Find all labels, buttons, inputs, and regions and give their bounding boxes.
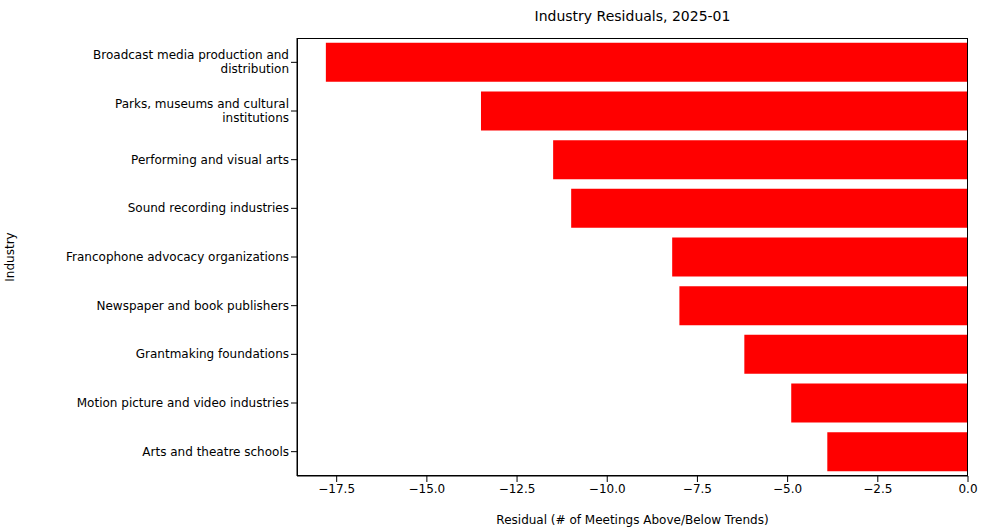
svg-text:Industry: Industry: [8, 232, 17, 281]
html-text:Industry Residuals, 2025-01: Industry Residuals, 2025-01: [534, 8, 731, 24]
svg-text:Motion picture and video indus: Motion picture and video industries: [77, 396, 289, 410]
svg-text:−15.0: −15.0: [408, 482, 445, 496]
svg-text:distribution: distribution: [221, 62, 289, 76]
svg-text:Residual (# of Meetings Above/: Residual (# of Meetings Above/Below Tren…: [496, 513, 768, 527]
svg-text:−10.0: −10.0: [589, 482, 626, 496]
svg-text:Performing and visual arts: Performing and visual arts: [131, 153, 289, 167]
svg-text:Francophone advocacy organizat: Francophone advocacy organizations: [66, 250, 289, 264]
svg-text:Newspaper and book publishers: Newspaper and book publishers: [96, 299, 289, 313]
svg-text:−12.5: −12.5: [499, 482, 536, 496]
svg-text:Broadcast media production and: Broadcast media production and: [93, 48, 289, 62]
svg-text:Arts and theatre schools: Arts and theatre schools: [142, 445, 289, 459]
svg-text:−17.5: −17.5: [318, 482, 355, 496]
svg-text:Grantmaking foundations: Grantmaking foundations: [136, 347, 289, 361]
svg-text:−5.0: −5.0: [773, 482, 802, 496]
svg-text:−2.5: −2.5: [863, 482, 892, 496]
svg-text:0.0: 0.0: [958, 482, 977, 496]
svg-text:−7.5: −7.5: [683, 482, 712, 496]
svg-text:Parks, museums and cultural: Parks, museums and cultural: [115, 97, 289, 111]
svg-text:Sound recording industries: Sound recording industries: [128, 201, 289, 215]
svg-text:institutions: institutions: [222, 111, 289, 125]
